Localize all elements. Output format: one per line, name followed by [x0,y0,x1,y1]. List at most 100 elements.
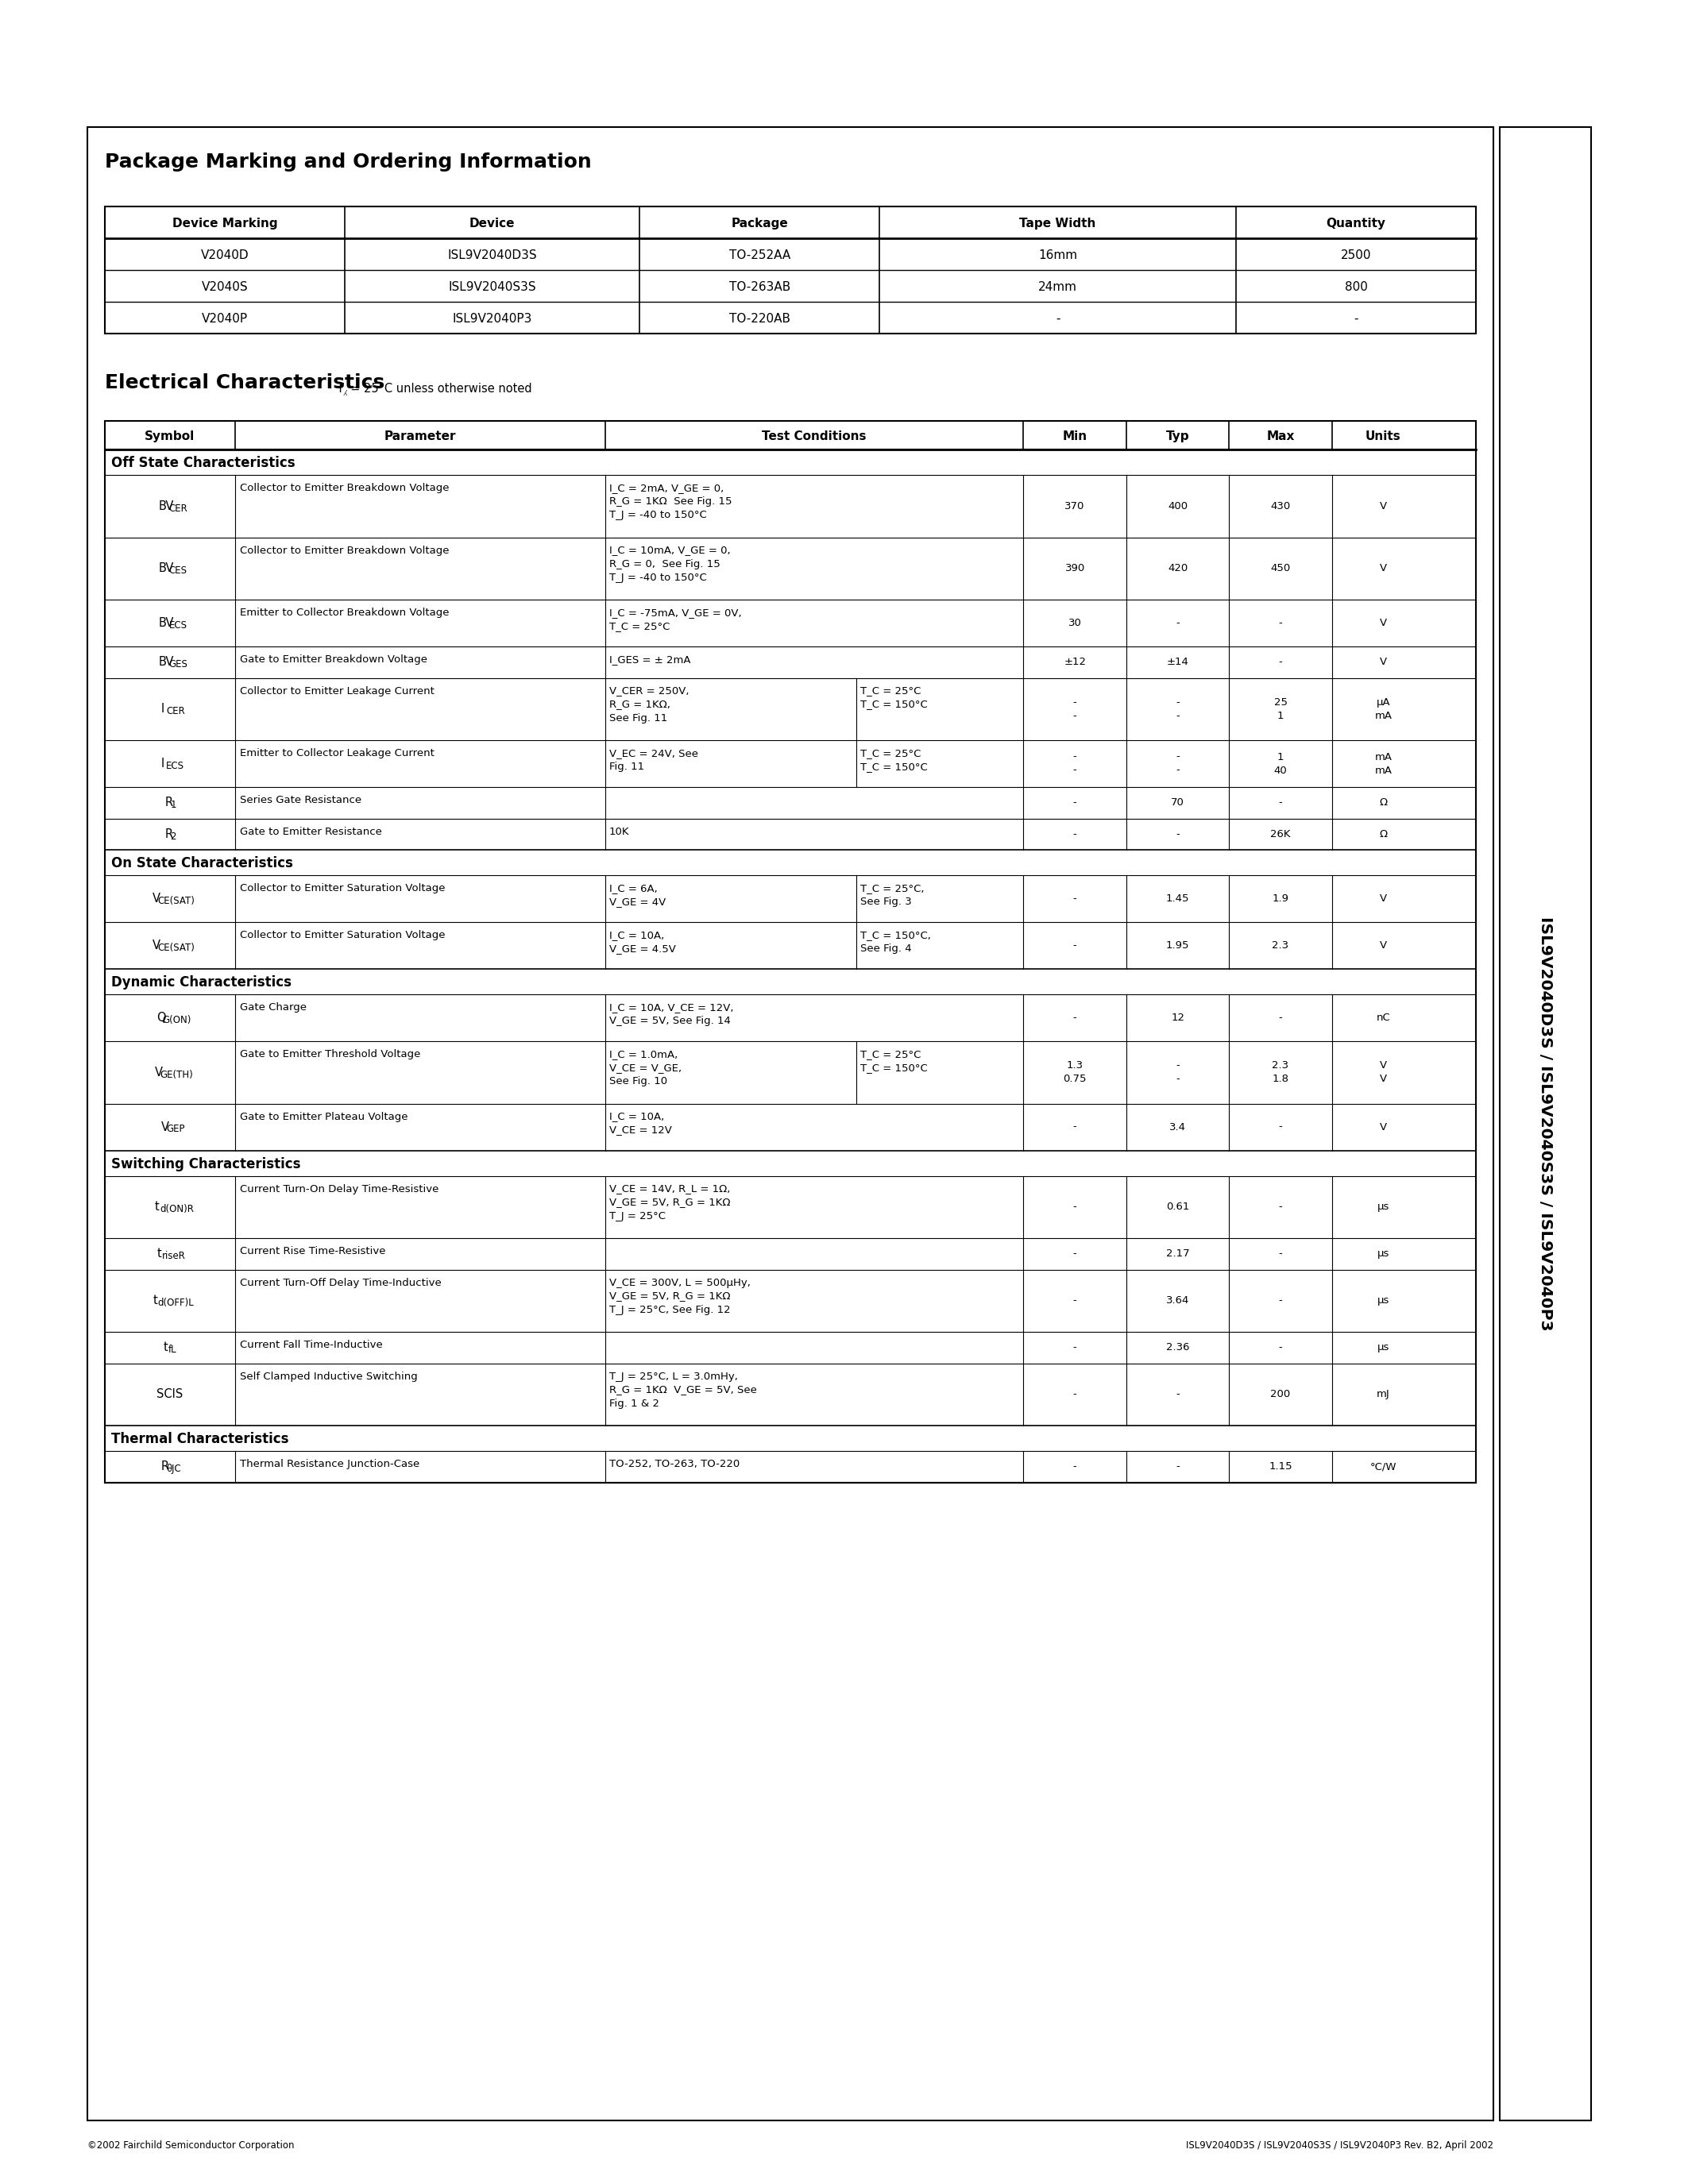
Text: 30: 30 [1069,618,1082,629]
Text: -: - [1074,830,1077,839]
Text: 3.64: 3.64 [1166,1295,1190,1306]
Text: -: - [1074,797,1077,808]
Text: V: V [160,1120,169,1133]
Text: Ω: Ω [1379,797,1388,808]
Text: ±14: ±14 [1166,657,1188,668]
Text: 25
1: 25 1 [1274,697,1288,721]
Text: V
V: V V [1379,1061,1388,1083]
Text: Current Rise Time-Resistive: Current Rise Time-Resistive [240,1247,385,1256]
Text: d(OFF)L: d(OFF)L [159,1297,194,1308]
Text: 2.17: 2.17 [1166,1249,1190,1258]
Text: -: - [1278,797,1283,808]
Text: 800: 800 [1344,282,1367,293]
Text: Quantity: Quantity [1327,216,1386,229]
Text: Device Marking: Device Marking [172,216,277,229]
Text: GE(TH): GE(TH) [160,1070,192,1079]
Text: -: - [1278,1123,1283,1131]
Text: 430: 430 [1271,500,1291,511]
Text: R: R [165,828,174,841]
Text: Q: Q [157,1011,165,1024]
Text: R: R [165,797,174,808]
Text: BV: BV [159,500,174,511]
Text: -: - [1074,1461,1077,1472]
Text: nC: nC [1376,1013,1391,1022]
Text: riseR: riseR [162,1251,186,1262]
Text: 1.3
0.75: 1.3 0.75 [1063,1061,1087,1083]
Text: °C/W: °C/W [1371,1461,1396,1472]
Text: ISL9V2040S3S: ISL9V2040S3S [449,282,537,293]
Text: TO-263AB: TO-263AB [729,282,790,293]
Text: BV: BV [159,618,174,629]
Text: 450: 450 [1271,563,1291,574]
Bar [105,422,1475,450]
Text: TO-220AB: TO-220AB [729,312,790,325]
Text: Self Clamped Inductive Switching: Self Clamped Inductive Switching [240,1372,417,1382]
Text: Current Fall Time-Inductive: Current Fall Time-Inductive [240,1339,383,1350]
Text: 2500: 2500 [1340,249,1371,260]
Text: V: V [1379,941,1388,950]
Text: I_C = 1.0mA,
V_CE = V_GE,
See Fig. 10: I_C = 1.0mA, V_CE = V_GE, See Fig. 10 [609,1048,682,1085]
Text: SCIS: SCIS [157,1389,184,1400]
Text: Emitter to Collector Breakdown Voltage: Emitter to Collector Breakdown Voltage [240,607,449,618]
Text: Off State Characteristics: Off State Characteristics [111,456,295,470]
Text: Collector to Emitter Saturation Voltage: Collector to Emitter Saturation Voltage [240,930,446,941]
Text: T_C = 25°C
T_C = 150°C: T_C = 25°C T_C = 150°C [861,686,927,710]
Text: Units: Units [1366,430,1401,441]
Text: -: - [1074,1389,1077,1400]
Text: V_CE = 14V, R_L = 1Ω,
V_GE = 5V, R_G = 1KΩ
T_J = 25°C: V_CE = 14V, R_L = 1Ω, V_GE = 5V, R_G = 1… [609,1184,731,1221]
Text: μs: μs [1377,1343,1389,1352]
Text: Package Marking and Ordering Information: Package Marking and Ordering Information [105,153,591,173]
Text: CES: CES [169,566,187,577]
Text: ECS: ECS [169,620,187,631]
Text: V: V [1379,500,1388,511]
Text: Emitter to Collector Leakage Current: Emitter to Collector Leakage Current [240,749,434,758]
Text: Series Gate Resistance: Series Gate Resistance [240,795,361,806]
Text: 1.95: 1.95 [1166,941,1190,950]
Text: Parameter: Parameter [385,430,456,441]
Text: TO-252AA: TO-252AA [729,249,790,260]
Text: 2.36: 2.36 [1166,1343,1190,1352]
Text: -: - [1177,618,1180,629]
Text: ISL9V2040P3: ISL9V2040P3 [452,312,532,325]
Text: -
-: - - [1177,751,1180,775]
Text: V: V [152,939,160,952]
Text: -: - [1074,941,1077,950]
Text: Collector to Emitter Leakage Current: Collector to Emitter Leakage Current [240,686,434,697]
Text: 10K: 10K [609,826,630,836]
Bar [105,207,1475,334]
Text: I_GES = ± 2mA: I_GES = ± 2mA [609,655,690,664]
Text: I_C = 10A, V_CE = 12V,
V_GE = 5V, See Fig. 14: I_C = 10A, V_CE = 12V, V_GE = 5V, See Fi… [609,1002,734,1026]
Text: V: V [1379,657,1388,668]
Text: I: I [160,703,164,714]
Text: TO-252, TO-263, TO-220: TO-252, TO-263, TO-220 [609,1459,739,1470]
Text: 370: 370 [1065,500,1085,511]
Text: -: - [1278,1343,1283,1352]
Text: Ω: Ω [1379,830,1388,839]
Text: ISL9V2040D3S: ISL9V2040D3S [447,249,537,260]
Text: -
-: - - [1177,1061,1180,1083]
Text: CER: CER [169,502,187,513]
Text: -: - [1074,1343,1077,1352]
Text: T_C = 25°C
T_C = 150°C: T_C = 25°C T_C = 150°C [861,749,927,771]
Text: 3.4: 3.4 [1170,1123,1187,1131]
Text: R: R [160,1461,169,1472]
Text: Switching Characteristics: Switching Characteristics [111,1158,300,1171]
Text: Dynamic Characteristics: Dynamic Characteristics [111,976,292,989]
Text: V: V [1379,618,1388,629]
Text: μs: μs [1377,1295,1389,1306]
Text: Symbol: Symbol [145,430,196,441]
Text: Min: Min [1062,430,1087,441]
Text: Thermal Resistance Junction-Case: Thermal Resistance Junction-Case [240,1459,420,1470]
Text: Gate to Emitter Threshold Voltage: Gate to Emitter Threshold Voltage [240,1048,420,1059]
Text: V: V [152,893,160,904]
Text: -
-: - - [1074,751,1077,775]
Text: T⁁ = 25°C unless otherwise noted: T⁁ = 25°C unless otherwise noted [338,382,532,395]
Text: 2: 2 [170,832,177,841]
Text: -: - [1074,1295,1077,1306]
Text: -: - [1278,1013,1283,1022]
Text: Collector to Emitter Breakdown Voltage: Collector to Emitter Breakdown Voltage [240,546,449,555]
Text: -: - [1278,618,1283,629]
Text: I: I [160,758,164,769]
Text: t: t [152,1295,157,1306]
Text: θJC: θJC [167,1463,181,1474]
